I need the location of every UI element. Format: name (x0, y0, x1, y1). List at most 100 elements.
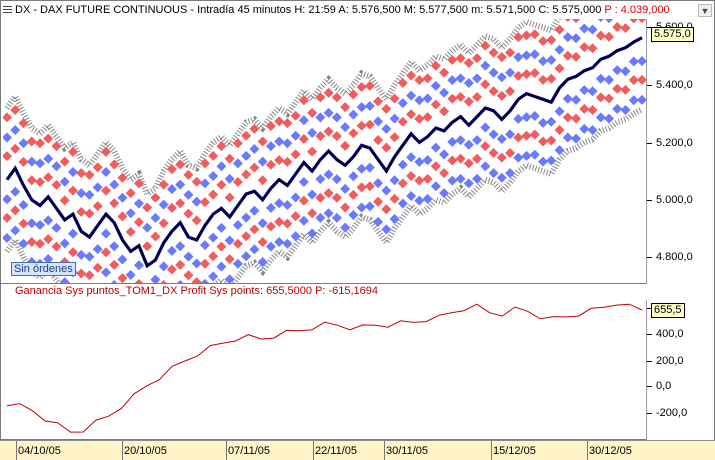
band-marker (274, 136, 285, 147)
band-marker (422, 93, 433, 104)
band-marker (389, 132, 400, 143)
band-marker (34, 158, 45, 169)
chart-menu-icon[interactable] (3, 6, 12, 13)
band-marker (150, 274, 161, 283)
band-marker (430, 80, 441, 91)
band-marker (521, 150, 532, 161)
band-marker (397, 178, 408, 189)
band-marker (348, 109, 359, 120)
band-marker (364, 181, 375, 192)
band-marker (177, 280, 184, 283)
date-label: 20/10/05 (124, 445, 167, 457)
band-marker (191, 196, 202, 207)
band-marker (447, 155, 458, 166)
band-marker (529, 111, 540, 121)
band-marker (232, 177, 243, 187)
signal-noise-line (4, 19, 562, 199)
band-marker (183, 270, 194, 281)
date-axis[interactable]: 04/10/05 20/10/05 07/11/05 22/11/05 30/1… (0, 440, 715, 460)
band-marker (505, 168, 516, 179)
band-marker (463, 96, 474, 107)
band-marker (406, 109, 417, 120)
date-axis-tick (384, 441, 385, 460)
band-marker (472, 92, 483, 103)
band-marker (447, 55, 458, 66)
band-marker (587, 104, 598, 115)
band-marker (554, 44, 565, 55)
band-marker (43, 133, 54, 144)
band-marker (373, 96, 384, 107)
band-marker (282, 218, 293, 229)
band-marker (628, 95, 639, 106)
band-marker (111, 280, 118, 283)
band-marker (109, 198, 120, 209)
band-marker (257, 257, 268, 268)
price-chart-panel[interactable]: DX - DAX FUTURE CONTINUOUS - Intradía 45… (0, 0, 715, 284)
price-plot-area[interactable] (3, 19, 646, 283)
price-axis[interactable]: 5.600,0 5.400,0 5.200,0 5.000,0 4.800,0 (646, 19, 714, 284)
band-marker (414, 113, 425, 124)
band-marker (18, 118, 29, 129)
band-marker (562, 32, 573, 43)
band-marker (216, 261, 227, 272)
date-label: 07/11/05 (228, 445, 271, 457)
band-marker (142, 222, 153, 233)
band-marker (92, 201, 103, 212)
band-marker (505, 47, 516, 58)
no-orders-badge[interactable]: Sin órdenes (11, 262, 76, 276)
equity-axis[interactable]: 600,0 400,0 200,0 0,0 -200,0 (646, 300, 714, 450)
band-marker (175, 159, 186, 170)
band-marker (18, 138, 29, 149)
chevron-down-icon[interactable]: ▼ (698, 4, 712, 17)
band-marker (166, 164, 177, 175)
band-marker (241, 169, 252, 180)
band-marker (241, 150, 252, 161)
band-marker (422, 173, 433, 184)
band-marker (232, 238, 243, 249)
band-marker (10, 143, 21, 154)
band-marker (26, 218, 37, 229)
band-marker (472, 135, 483, 146)
band-marker (463, 158, 474, 169)
band-markers (3, 19, 646, 283)
band-marker (67, 166, 78, 177)
band-marker (571, 94, 582, 105)
band-marker (76, 188, 87, 199)
band-marker (150, 192, 161, 203)
band-marker (84, 270, 95, 281)
band-marker (249, 162, 260, 173)
band-marker (298, 195, 309, 206)
band-marker (307, 208, 318, 219)
band-marker (340, 122, 351, 133)
band-marker (3, 112, 12, 123)
band-marker (100, 185, 111, 196)
band-marker (538, 56, 549, 67)
band-marker (323, 107, 334, 118)
band-marker (373, 178, 384, 189)
band-marker (43, 234, 54, 245)
band-marker (175, 241, 186, 252)
band-marker (249, 144, 260, 154)
band-marker (241, 251, 252, 262)
band-marker (381, 123, 392, 134)
band-marker (331, 131, 342, 142)
band-marker (620, 23, 631, 34)
last-price-label: 5.575,0 (651, 27, 694, 42)
date-label: 30/11/05 (386, 445, 429, 457)
band-marker (323, 188, 334, 199)
band-marker (496, 172, 507, 183)
band-marker (356, 202, 367, 213)
band-marker (554, 145, 565, 156)
band-marker (290, 130, 301, 141)
band-marker (389, 193, 400, 204)
band-marker (529, 149, 540, 160)
band-marker (216, 241, 227, 252)
equity-chart-panel[interactable]: Ganancia Sys puntos_TOM1_DX Profit Sys p… (0, 284, 715, 450)
equity-plot-area[interactable] (3, 300, 646, 438)
band-marker (290, 192, 301, 203)
band-marker (158, 218, 169, 229)
band-marker (109, 159, 120, 170)
band-marker (521, 112, 532, 123)
band-marker (472, 53, 483, 64)
band-marker (480, 141, 491, 152)
